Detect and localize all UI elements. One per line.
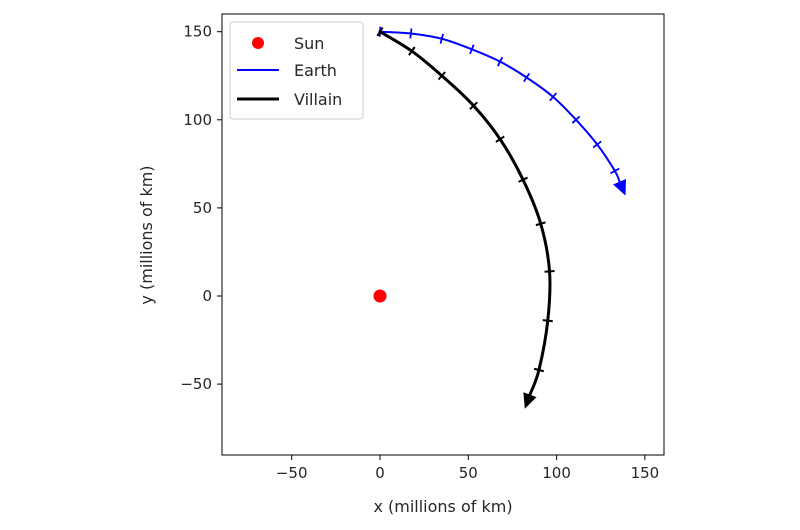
villain-step-marker <box>544 269 555 273</box>
x-axis: −50 0 50 100 150 <box>276 455 659 482</box>
y-tick-label: 100 <box>183 111 212 129</box>
earth-step-marker <box>496 56 504 67</box>
x-tick-label: 100 <box>542 464 571 482</box>
earth-step-marker <box>571 115 581 124</box>
x-tick-label: −50 <box>276 464 308 482</box>
legend-item-sun: Sun <box>252 34 324 53</box>
earth-step-marker <box>409 28 413 39</box>
earth-step-marker <box>549 92 558 102</box>
villain-step-marker <box>518 176 528 183</box>
earth-step-marker <box>523 72 531 83</box>
villain-step-marker <box>376 26 384 37</box>
villain-step-marker <box>469 101 478 110</box>
earth-step-marker <box>439 33 444 44</box>
villain-step-marker <box>535 221 546 227</box>
y-tick-label: −50 <box>180 375 212 393</box>
axes-frame <box>221 13 665 456</box>
legend-label-villain: Villain <box>294 90 342 109</box>
legend-item-earth: Earth <box>237 61 337 80</box>
x-tick-label: 0 <box>375 464 385 482</box>
legend-box <box>229 21 364 120</box>
y-tick-label: 150 <box>183 23 212 41</box>
x-tick-label: 50 <box>459 464 478 482</box>
earth-arrowhead-icon <box>613 179 626 196</box>
earth-step-marker <box>592 140 602 149</box>
villain-step-marker <box>533 367 545 373</box>
y-axis-label: y (millions of km) <box>137 165 156 304</box>
villain-arrowhead-icon <box>523 392 537 409</box>
villain-step-marker <box>437 71 446 81</box>
x-tick-label: 150 <box>631 464 660 482</box>
legend-label-sun: Sun <box>294 34 324 53</box>
villain-step-marker <box>495 135 505 143</box>
x-axis-label: x (millions of km) <box>373 497 512 516</box>
legend-item-villain: Villain <box>237 90 342 109</box>
sun-marker <box>373 289 387 303</box>
legend-label-earth: Earth <box>294 61 337 80</box>
y-tick-label: 0 <box>202 287 212 305</box>
y-tick-label: 50 <box>193 199 212 217</box>
earth-step-marker <box>610 167 620 175</box>
data-layer <box>373 26 626 409</box>
villain-step-marker <box>542 319 553 323</box>
y-axis: −50 0 50 100 150 <box>180 23 222 393</box>
villain-step-marker <box>408 46 416 56</box>
legend: Sun Earth Villain <box>229 21 364 120</box>
earth-step-marker <box>469 44 475 55</box>
sun-marker-icon <box>252 37 264 49</box>
